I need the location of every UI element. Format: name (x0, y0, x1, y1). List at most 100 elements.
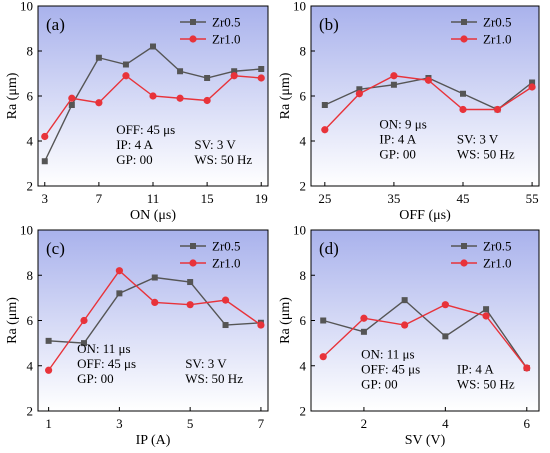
data-point-zr0-5 (442, 333, 449, 340)
chart-panel-d: 2 4 6 8 10 2 4 6 SV (V) Ra (μm) (d) Zr0.5 Zr1.0 ON: 1… (278, 223, 540, 448)
chart-panel-b: 2 4 6 8 10 25 35 45 55 OFF (μs) Ra (μm) (b) Zr0.5 Zr1… (278, 0, 540, 223)
data-point-zr0-5 (45, 337, 52, 344)
legend-entry-label: Zr0.5 (483, 239, 512, 254)
chart-panel-a: 2 4 6 8 10 3 7 11 15 19 ON (μs) Ra (μm) (a) Zr0.5 Zr1.… (5, 0, 269, 223)
y-tick-label: 6 (300, 89, 307, 104)
data-point-zr0-5 (116, 290, 123, 297)
y-tick-label: 6 (27, 313, 34, 328)
legend-entry-label: Zr1.0 (212, 32, 241, 47)
data-point-zr0-5 (401, 297, 408, 304)
annotation-text: OFF: 45 μs (116, 122, 175, 137)
data-point-zr0-5 (204, 75, 211, 81)
y-tick-label: 4 (300, 358, 307, 373)
data-point-zr0-5 (258, 66, 265, 72)
data-point-zr1-0 (115, 267, 123, 275)
data-point-zr1-0 (149, 92, 157, 100)
y-tick-label: 8 (300, 268, 307, 283)
annotation-text: WS: 50 Hz (194, 152, 252, 167)
annotation-text: OFF: 45 μs (361, 362, 420, 377)
data-point-zr1-0 (441, 301, 449, 309)
annotation-text: IP: 4 A (379, 131, 416, 146)
x-axis-title: ON (μs) (130, 208, 176, 223)
y-tick-label: 2 (300, 179, 307, 194)
x-axis-title: SV (V) (405, 433, 446, 448)
x-tick-label: 3 (116, 416, 123, 431)
data-point-zr0-5 (529, 79, 536, 86)
data-point-zr1-0 (45, 366, 53, 374)
y-tick-label: 10 (293, 223, 306, 238)
legend-entry-label: Zr0.5 (483, 15, 512, 30)
y-tick-label: 4 (27, 134, 34, 149)
legend: Zr0.5 Zr1.0 (180, 239, 241, 271)
annotation-text: WS: 50 Hz (457, 146, 515, 161)
annotation-text: GP: 00 (379, 146, 415, 161)
x-axis-title: IP (A) (136, 433, 171, 448)
annotation-text: GP: 00 (361, 377, 397, 392)
annotation-text: ON: 9 μs (379, 116, 426, 131)
annotation-text: WS: 50 Hz (185, 371, 243, 386)
data-point-zr0-5 (390, 81, 397, 88)
chart-panel-c: 2 4 6 8 10 1 3 5 7 IP (A) Ra (μm) (c) Zr0.5 Zr1.0 ON: … (5, 223, 269, 448)
annotation-text: OFF: 45 μs (77, 356, 136, 371)
data-point-zr1-0 (321, 126, 329, 134)
legend-marker (461, 243, 467, 249)
data-point-zr1-0 (360, 314, 368, 322)
data-point-zr1-0 (151, 298, 159, 306)
data-point-zr1-0 (390, 72, 398, 80)
data-point-zr0-5 (95, 54, 102, 61)
x-tick-label: 3 (42, 191, 49, 206)
y-axis-title: Ra (μm) (5, 72, 20, 119)
legend-marker (460, 259, 468, 267)
data-point-zr1-0 (186, 301, 194, 309)
y-tick-label: 2 (300, 404, 307, 419)
series-line-zr1-0 (322, 303, 528, 369)
data-point-zr0-5 (41, 158, 48, 165)
data-point-zr1-0 (230, 72, 238, 80)
legend-marker (190, 19, 196, 25)
panel-label: (a) (46, 15, 65, 34)
series-line-zr0-5 (323, 299, 528, 369)
data-point-zr1-0 (401, 321, 409, 329)
annotation-text: SV: 3 V (185, 356, 227, 371)
x-tick-label: 45 (457, 191, 470, 206)
data-point-zr0-5 (222, 322, 229, 329)
data-point-zr1-0 (95, 99, 103, 107)
data-point-zr0-5 (356, 86, 363, 93)
legend-entry-label: Zr0.5 (212, 15, 241, 30)
x-tick-label: 5 (187, 416, 194, 431)
annotation-text: GP: 00 (77, 371, 113, 386)
legend-entry-label: Zr1.0 (212, 256, 241, 271)
data-point-zr1-0 (424, 76, 433, 84)
data-point-zr1-0 (482, 312, 490, 320)
data-point-zr1-0 (221, 296, 230, 304)
data-point-zr0-5 (187, 279, 194, 286)
legend-marker (190, 243, 196, 249)
y-tick-label: 8 (27, 44, 34, 59)
annotation-text: WS: 50 Hz (457, 377, 515, 392)
data-point-zr0-5 (360, 328, 367, 335)
annotation-text: ON: 11 μs (77, 341, 130, 356)
x-tick-label: 25 (318, 191, 331, 206)
data-point-zr1-0 (80, 316, 88, 325)
legend-entry-label: Zr1.0 (483, 32, 512, 47)
x-tick-label: 7 (258, 416, 265, 431)
data-point-zr1-0 (41, 132, 49, 141)
y-axis-title: Ra (μm) (278, 297, 293, 344)
y-tick-label: 10 (20, 0, 33, 14)
y-axis-title: Ra (μm) (278, 72, 293, 119)
data-point-zr1-0 (355, 90, 363, 98)
y-tick-label: 2 (27, 404, 34, 419)
y-tick-label: 4 (300, 134, 307, 149)
legend-entry-label: Zr1.0 (483, 256, 512, 271)
x-tick-label: 15 (201, 191, 214, 206)
data-point-zr0-5 (483, 306, 490, 313)
data-point-zr1-0 (528, 83, 536, 91)
annotation-text: SV: 3 V (457, 131, 499, 146)
annotation-text: IP: 4 A (457, 362, 494, 377)
data-point-zr1-0 (319, 353, 327, 361)
